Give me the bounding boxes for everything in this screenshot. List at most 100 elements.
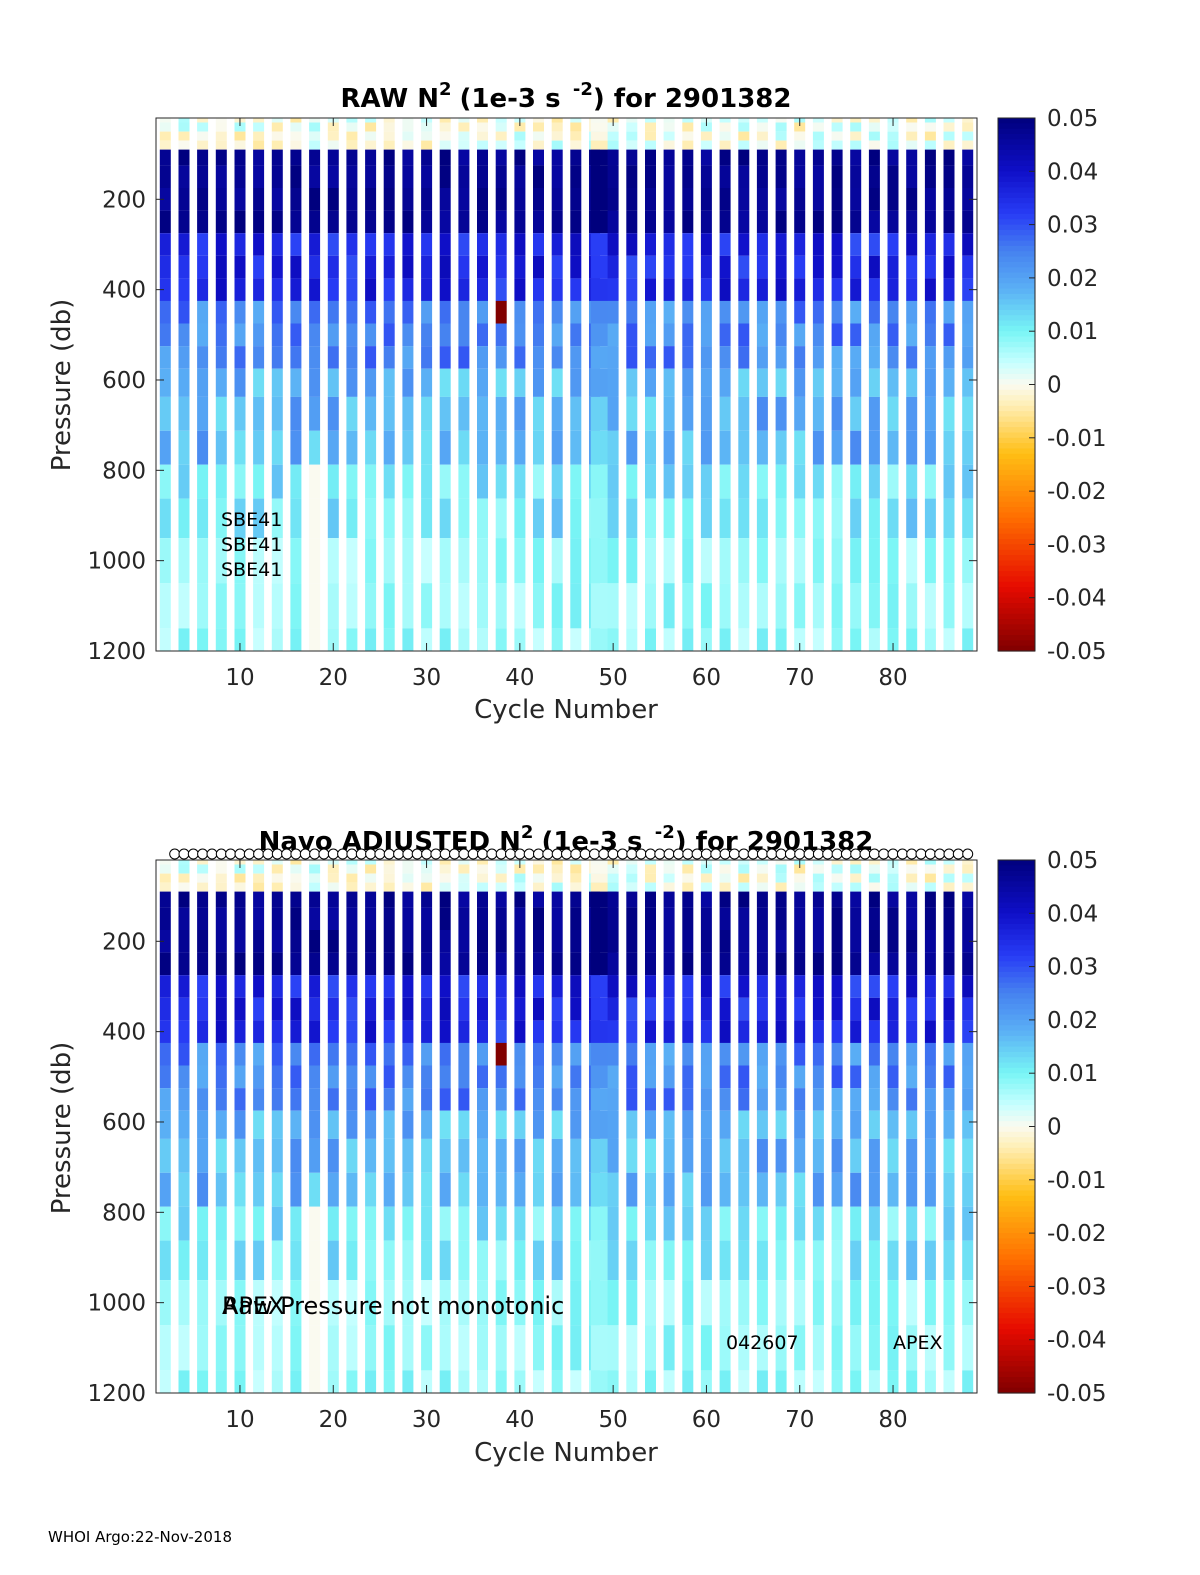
heatmap-cell: [812, 1240, 824, 1281]
heatmap-cell: [197, 891, 209, 908]
heatmap-cell: [590, 118, 617, 123]
heatmap-cell: [738, 233, 750, 256]
heatmap-cell: [253, 1138, 265, 1173]
heatmap-cell: [868, 1138, 880, 1173]
heatmap-cell: [327, 188, 339, 211]
heatmap-cell: [775, 997, 787, 1021]
heatmap-cell: [645, 464, 656, 499]
heatmap-cell: [253, 464, 265, 499]
x-tick-label: 50: [599, 665, 628, 691]
heatmap-cell: [271, 346, 283, 369]
heatmap-cell: [551, 952, 563, 976]
heatmap-cell: [924, 323, 936, 347]
colorbar-segment: [998, 133, 1035, 140]
heatmap-cell: [906, 396, 918, 431]
heatmap-cell: [868, 430, 880, 465]
heatmap-cell: [738, 1280, 750, 1326]
heatmap-cell: [402, 930, 414, 953]
heatmap-cell: [626, 1370, 638, 1393]
cycle-marker: [523, 848, 535, 860]
heatmap-cell: [756, 122, 768, 132]
heatmap-cell: [626, 1172, 638, 1207]
colorbar-segment: [998, 1361, 1035, 1367]
heatmap-cell: [458, 430, 470, 465]
cycle-marker: [906, 848, 918, 860]
heatmap-cell: [590, 131, 617, 141]
heatmap-cell: [775, 1370, 787, 1393]
cycle-marker: [579, 848, 591, 860]
colorbar-segment: [998, 1083, 1035, 1090]
heatmap-cell: [477, 188, 488, 211]
colorbar-segment: [998, 517, 1035, 524]
heatmap-cell: [197, 628, 209, 651]
heatmap-cell: [159, 498, 171, 539]
heatmap-cell: [943, 210, 955, 234]
heatmap-cell: [812, 952, 824, 976]
annotation-serial: 042607: [726, 1332, 799, 1354]
heatmap-cell: [700, 952, 712, 976]
heatmap-cell: [383, 1240, 395, 1281]
heatmap-cell: [383, 997, 395, 1021]
heatmap-cell: [924, 396, 936, 431]
heatmap-cell: [906, 891, 918, 908]
heatmap-cell: [831, 323, 843, 347]
heatmap-cell: [943, 930, 955, 953]
heatmap-cell: [290, 368, 302, 397]
heatmap-cell: [868, 140, 880, 150]
heatmap-cell: [943, 165, 955, 188]
colorbar-tick-label: -0.01: [1047, 426, 1107, 452]
heatmap-cell: [197, 873, 209, 883]
cycle-marker: [467, 848, 479, 860]
heatmap-cell: [850, 233, 862, 256]
heatmap-cell: [700, 1065, 712, 1089]
heatmap-cell: [271, 873, 283, 883]
heatmap-cell: [234, 1020, 246, 1043]
heatmap-cell: [159, 1240, 171, 1281]
heatmap-cell: [421, 323, 433, 347]
heatmap-cell: [159, 628, 171, 651]
heatmap-cell: [197, 1138, 209, 1173]
heatmap-cell: [831, 1065, 843, 1089]
heatmap-cell: [533, 860, 544, 865]
heatmap-cell: [197, 975, 209, 998]
heatmap-cell: [215, 122, 227, 132]
heatmap-cell: [831, 1042, 843, 1066]
heatmap-cell: [477, 930, 488, 953]
heatmap-cell: [290, 233, 302, 256]
heatmap-cell: [887, 430, 899, 465]
heatmap-cell: [924, 1240, 936, 1281]
heatmap-cell: [533, 368, 544, 397]
heatmap-cell: [551, 464, 563, 499]
annotation-apex-left: APEX: [222, 1292, 285, 1320]
heatmap-cell: [645, 1088, 656, 1111]
heatmap-cell: [607, 396, 619, 431]
heatmap-cell: [290, 1172, 302, 1207]
heatmap-cell: [439, 346, 451, 369]
heatmap-cell: [775, 873, 787, 883]
heatmap-cell: [868, 346, 880, 369]
heatmap-cell: [756, 1042, 768, 1066]
heatmap-cell: [253, 255, 265, 279]
heatmap-cell: [607, 430, 619, 465]
heatmap-cell: [906, 1020, 918, 1043]
heatmap-cell: [719, 882, 731, 892]
heatmap-cell: [159, 255, 171, 279]
heatmap-cell: [738, 396, 750, 431]
raw-y-axis-label: Pressure (db): [47, 299, 77, 472]
heatmap-cell: [290, 1088, 302, 1111]
heatmap-cell: [458, 233, 470, 256]
heatmap-cell: [346, 864, 358, 874]
heatmap-cell: [159, 583, 171, 629]
heatmap-cell: [756, 278, 768, 301]
heatmap-cell: [756, 1172, 768, 1207]
heatmap-cell: [663, 1172, 675, 1207]
colorbar-segment: [998, 1067, 1035, 1074]
cycle-marker: [290, 848, 302, 860]
heatmap-cell: [159, 188, 171, 211]
heatmap-cell: [551, 1240, 563, 1281]
x-tick-label: 10: [225, 1407, 254, 1433]
heatmap-cell: [159, 1065, 171, 1089]
heatmap-cell: [868, 323, 880, 347]
heatmap-cell: [943, 430, 955, 465]
heatmap-cell: [514, 430, 526, 465]
